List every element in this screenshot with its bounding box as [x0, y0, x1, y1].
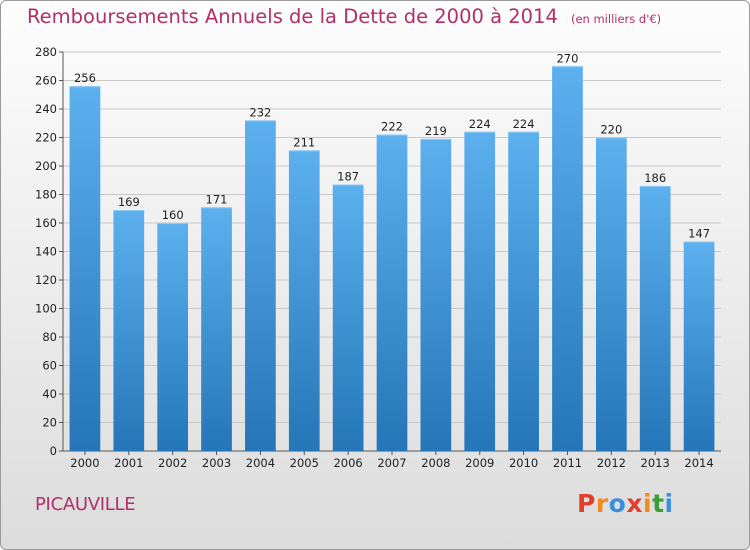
x-tick-label: 2008	[421, 456, 450, 470]
data-label: 160	[162, 208, 184, 222]
data-label: 232	[249, 105, 271, 119]
bar	[376, 134, 408, 451]
logo-letter: o	[608, 489, 627, 518]
chart-unit: (en milliers d'€)	[570, 12, 662, 26]
data-label: 187	[337, 170, 359, 184]
bar	[464, 131, 496, 452]
x-tick-label: 2013	[641, 456, 670, 470]
logo-letter: x	[626, 489, 643, 518]
y-tick-label: 240	[35, 102, 57, 116]
data-label: 211	[293, 135, 315, 149]
bar	[288, 150, 320, 451]
bar	[420, 138, 452, 452]
y-tick-label: 200	[35, 159, 57, 173]
y-tick-label: 100	[35, 302, 57, 316]
y-tick-label: 180	[35, 188, 57, 202]
town-name: PICAUVILLE	[35, 494, 136, 515]
y-tick-label: 20	[42, 416, 57, 430]
data-label: 169	[118, 195, 140, 209]
data-label: 270	[556, 51, 578, 65]
data-label: 256	[74, 71, 96, 85]
proxiti-logo: Proxiti	[577, 489, 674, 518]
x-tick-label: 2000	[70, 456, 99, 470]
bar	[245, 120, 276, 452]
bar	[595, 137, 627, 451]
bar	[639, 185, 671, 451]
logo-letter: i	[664, 489, 674, 518]
x-tick-label: 2004	[246, 456, 275, 470]
x-tick-label: 2012	[597, 456, 626, 470]
y-tick-label: 0	[50, 444, 57, 458]
logo-letter: t	[652, 489, 665, 518]
logo-letter: P	[577, 489, 596, 518]
x-tick-label: 2014	[684, 456, 713, 470]
x-tick-label: 2007	[377, 456, 406, 470]
data-label: 222	[381, 120, 403, 134]
x-tick-label: 2002	[158, 456, 187, 470]
y-tick-label: 40	[42, 387, 57, 401]
x-tick-label: 2009	[465, 456, 494, 470]
y-tick-label: 260	[35, 74, 57, 88]
bar	[201, 207, 232, 451]
logo-letter: r	[595, 489, 609, 518]
bar	[552, 66, 583, 451]
x-tick-label: 2010	[509, 456, 538, 470]
data-label: 220	[600, 123, 622, 137]
x-tick-label: 2003	[202, 456, 231, 470]
y-tick-label: 280	[35, 45, 57, 59]
data-label: 224	[513, 117, 535, 131]
y-tick-label: 120	[35, 273, 57, 287]
x-tick-label: 2006	[333, 456, 362, 470]
y-tick-label: 80	[42, 330, 57, 344]
chart-title: Remboursements Annuels de la Dette de 20…	[27, 5, 661, 28]
x-tick-label: 2011	[553, 456, 582, 470]
data-label: 147	[688, 227, 710, 241]
bar	[69, 86, 101, 451]
y-tick-label: 160	[35, 216, 57, 230]
x-tick-label: 2001	[114, 456, 143, 470]
chart-title-text: Remboursements Annuels de la Dette de 20…	[27, 5, 558, 28]
bar	[508, 131, 539, 452]
y-tick-label: 220	[35, 131, 57, 145]
y-tick-label: 140	[35, 245, 57, 259]
logo-letter: i	[643, 489, 653, 518]
bar	[113, 210, 145, 451]
bar	[157, 223, 189, 451]
data-label: 219	[425, 124, 447, 138]
data-label: 171	[206, 192, 228, 206]
bar	[332, 184, 364, 451]
data-label: 224	[469, 117, 491, 131]
data-label: 186	[644, 171, 666, 185]
x-tick-label: 2005	[290, 456, 319, 470]
bar	[683, 241, 715, 451]
y-tick-label: 60	[42, 359, 57, 373]
